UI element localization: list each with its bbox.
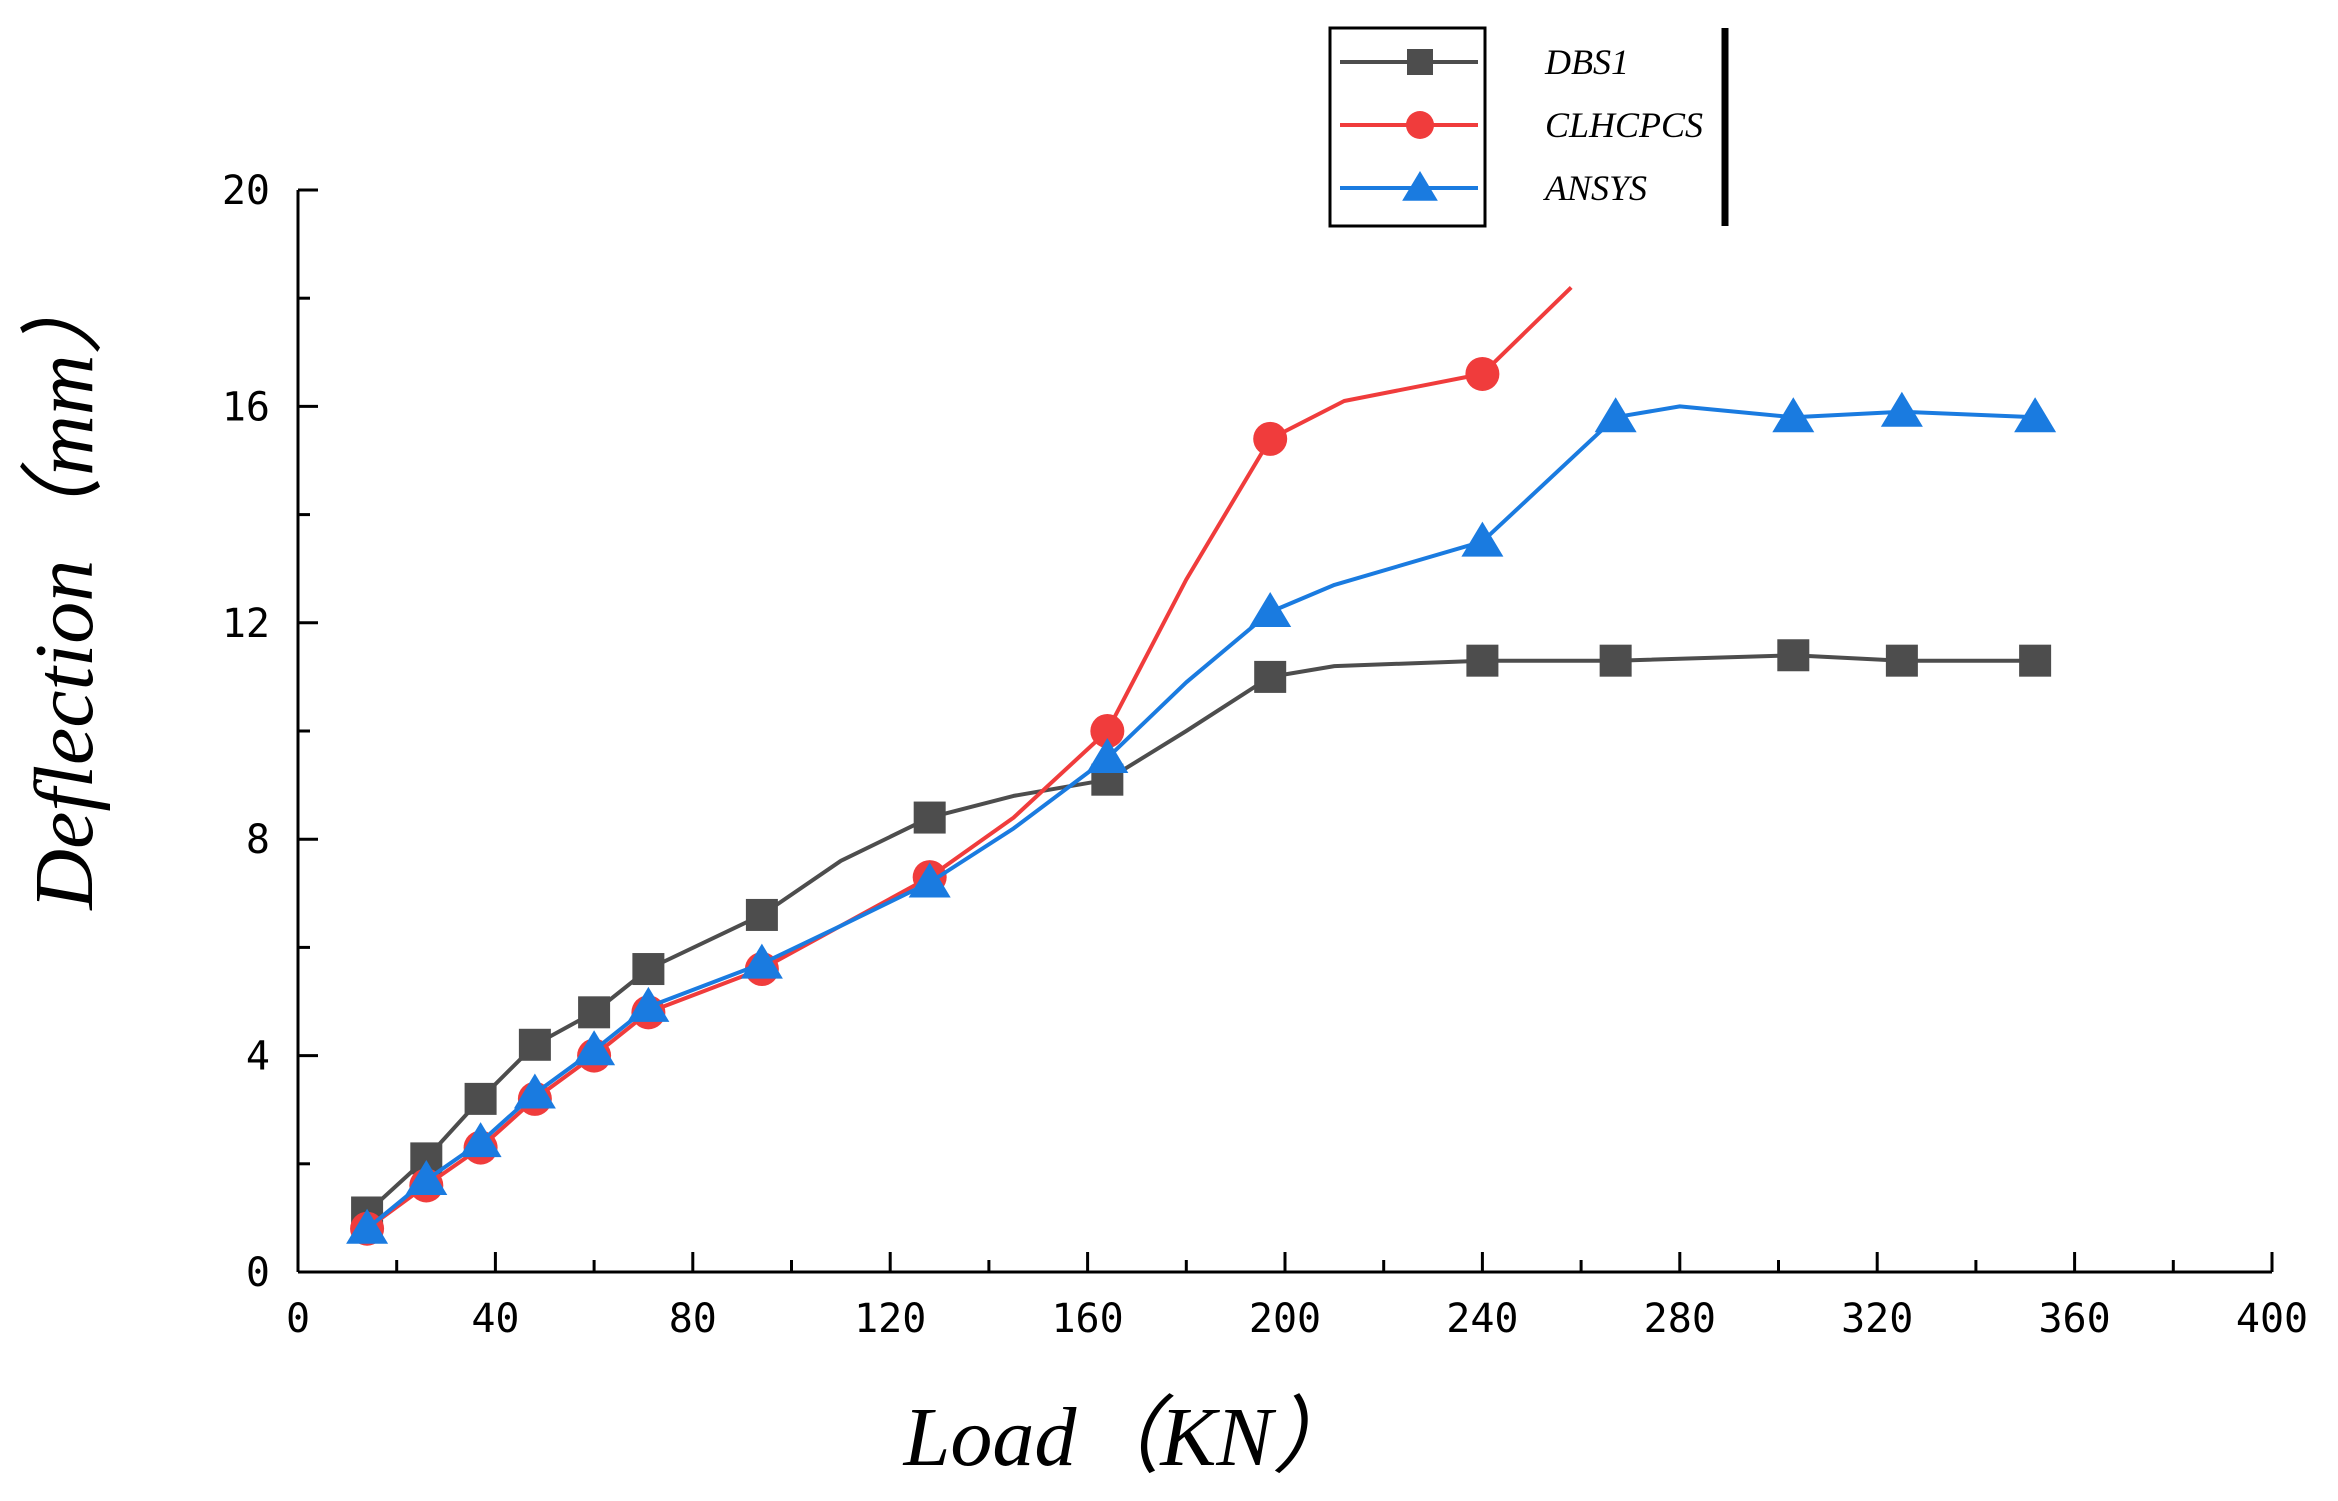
x-tick-label: 360: [2038, 1296, 2110, 1342]
series-line-clhcpcs: [365, 285, 1573, 1231]
x-tick-label: 400: [2236, 1296, 2308, 1342]
x-tick-label: 240: [1446, 1296, 1518, 1342]
legend: DBS1 CLHCPCS ANSYS: [1328, 26, 1729, 228]
data-point-dbs1: [745, 898, 778, 931]
data-point-dbs1: [1885, 644, 1918, 677]
x-tick-label: 160: [1051, 1296, 1123, 1342]
data-point-dbs1: [1254, 660, 1287, 693]
data-point-dbs1: [2019, 644, 2052, 677]
data-point-ansys: [1594, 397, 1637, 433]
x-tick-label: 280: [1644, 1296, 1716, 1342]
x-tick-label: 320: [1841, 1296, 1913, 1342]
x-tick-label: 0: [286, 1296, 310, 1342]
y-tick-label: 0: [246, 1250, 270, 1296]
data-point-dbs1: [578, 996, 611, 1029]
legend-label-ansys: ANSYS: [1543, 168, 1647, 208]
data-point-ansys: [1461, 521, 1504, 557]
y-tick-label: 12: [222, 601, 270, 647]
legend-marker-clhcpcs: [1406, 111, 1434, 139]
x-axis-title: Load（KN）: [903, 1391, 1357, 1484]
x-tick-label: 80: [669, 1296, 717, 1342]
data-point-dbs1: [632, 953, 665, 986]
data-point-ansys: [2014, 397, 2057, 433]
y-tick-label: 4: [246, 1034, 270, 1080]
data-point-ansys: [405, 1160, 448, 1196]
x-tick-label: 200: [1249, 1296, 1321, 1342]
data-point-ansys: [459, 1122, 502, 1158]
y-axis-title: Deflection（mm）: [18, 270, 111, 910]
data-point-dbs1: [1599, 644, 1632, 677]
legend-label-clhcpcs: CLHCPCS: [1545, 105, 1703, 145]
data-point-dbs1: [1777, 639, 1810, 672]
data-point-dbs1: [913, 801, 946, 834]
legend-label-dbs1: DBS1: [1544, 42, 1629, 82]
series-layer: [346, 285, 2057, 1246]
data-point-ansys: [1880, 391, 1923, 427]
data-point-ansys: [573, 1030, 616, 1066]
data-point-ansys: [627, 986, 670, 1022]
x-tick-label: 120: [854, 1296, 926, 1342]
data-point-ansys: [908, 862, 951, 898]
data-point-clhcpcs: [1090, 714, 1125, 748]
data-point-clhcpcs: [1253, 421, 1288, 456]
series-line-ansys: [365, 404, 2036, 1231]
y-tick-label: 16: [222, 384, 270, 430]
data-point-clhcpcs: [1465, 356, 1500, 391]
legend-marker-ansys: [1402, 171, 1438, 201]
data-point-ansys: [346, 1208, 389, 1244]
data-point-ansys: [1086, 738, 1129, 774]
axes: 0 40 80 120 160 200 240 280 320 360 400 0 4 8 12 16 20: [222, 168, 2308, 1342]
data-point-ansys: [513, 1073, 556, 1109]
data-point-dbs1: [464, 1082, 497, 1115]
y-tick-label: 8: [246, 817, 270, 863]
data-point-dbs1: [518, 1028, 551, 1061]
series-ansys: [346, 391, 2057, 1244]
y-tick-label: 20: [222, 168, 270, 214]
series-line-dbs1: [365, 653, 2036, 1214]
data-point-ansys: [1249, 591, 1292, 627]
x-tick-label: 40: [471, 1296, 519, 1342]
data-point-ansys: [1772, 397, 1815, 433]
series-dbs1: [351, 639, 2052, 1229]
data-point-ansys: [740, 943, 783, 979]
data-point-dbs1: [1466, 644, 1499, 677]
legend-marker-dbs1: [1407, 49, 1433, 75]
